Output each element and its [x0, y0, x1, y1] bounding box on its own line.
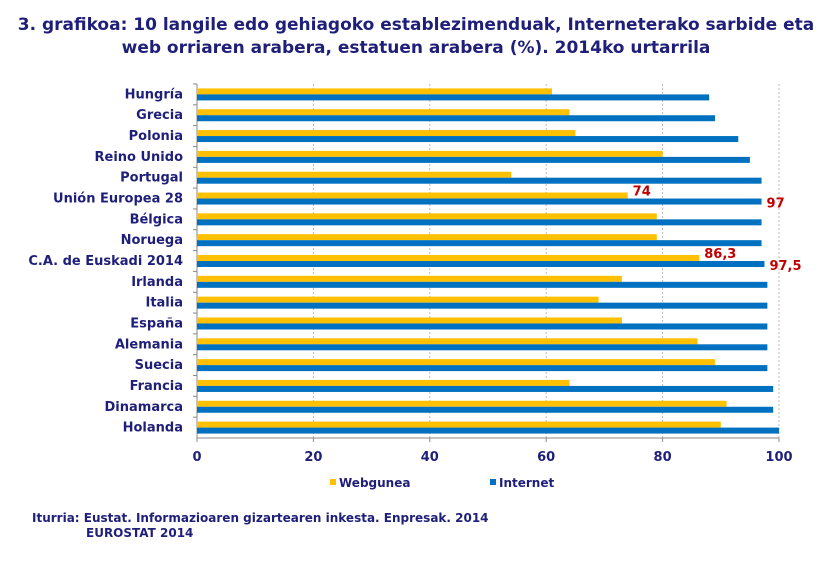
category-label: Francia — [130, 379, 183, 394]
bar-webgunea — [197, 192, 628, 199]
bar-webgunea — [197, 234, 657, 241]
bar-internet — [197, 406, 774, 413]
legend-label: Internet — [499, 476, 554, 490]
category-label: Holanda — [123, 421, 183, 436]
bar-webgunea — [197, 171, 512, 178]
bar-webgunea — [197, 88, 553, 95]
data-label: 86,3 — [704, 247, 736, 262]
bar-webgunea — [197, 255, 700, 261]
bar-internet — [197, 198, 762, 205]
legend-swatch — [490, 479, 496, 485]
bar-internet — [197, 427, 779, 434]
category-label: Dinamarca — [105, 400, 183, 415]
bar-internet — [197, 177, 762, 184]
data-label: 74 — [633, 185, 651, 200]
bar-webgunea — [197, 338, 698, 345]
category-label: Alemania — [115, 337, 183, 352]
category-label: Bélgica — [130, 212, 183, 227]
bar-internet — [197, 281, 768, 288]
x-tick-label: 20 — [304, 450, 322, 465]
bar-internet — [197, 94, 710, 101]
bar-internet — [197, 219, 762, 226]
bar-internet — [197, 240, 762, 247]
x-tick-label: 100 — [765, 450, 792, 465]
bar-internet — [197, 261, 765, 267]
bar-webgunea — [197, 296, 599, 303]
category-label: España — [130, 316, 183, 331]
x-tick-label: 0 — [192, 450, 201, 465]
category-label: Grecia — [136, 108, 183, 123]
bar-internet — [197, 156, 750, 163]
bar-webgunea — [197, 213, 657, 220]
bar-webgunea — [197, 359, 715, 366]
category-label: Italia — [145, 296, 183, 311]
category-label: Suecia — [135, 358, 183, 373]
bar-internet — [197, 344, 768, 351]
x-tick-label: 60 — [537, 450, 555, 465]
category-label: Noruega — [121, 233, 183, 248]
data-label: 97,5 — [769, 259, 801, 274]
bar-webgunea — [197, 317, 622, 324]
bar-internet — [197, 115, 715, 122]
source-line-1: Iturria: Eustat. Informazioaren gizartea… — [32, 511, 489, 525]
source-note: Iturria: Eustat. Informazioaren gizartea… — [32, 511, 489, 541]
category-label: Irlanda — [131, 275, 183, 290]
bar-internet — [197, 365, 768, 372]
x-tick-label: 80 — [654, 450, 672, 465]
chart-title: 3. grafikoa: 10 langile edo gehiagoko es… — [17, 15, 815, 58]
bar-webgunea — [197, 275, 622, 282]
data-label: 97 — [767, 197, 785, 212]
source-line-2: EUROSTAT 2014 — [86, 526, 194, 540]
legend-swatch — [330, 479, 336, 485]
category-label: Polonia — [129, 129, 183, 144]
bar-webgunea — [197, 130, 576, 137]
bar-webgunea — [197, 421, 721, 428]
legend-label: Webgunea — [339, 476, 410, 490]
category-label: Portugal — [120, 171, 183, 186]
category-label: Reino Unido — [95, 150, 184, 165]
bar-internet — [197, 323, 768, 330]
category-label: Hungría — [125, 87, 183, 102]
x-tick-label: 40 — [421, 450, 439, 465]
bar-internet — [197, 385, 774, 392]
category-label: C.A. de Euskadi 2014 — [28, 254, 183, 269]
bar-webgunea — [197, 109, 570, 116]
bar-webgunea — [197, 379, 570, 386]
bar-webgunea — [197, 150, 663, 157]
category-label: Unión Europea 28 — [53, 192, 183, 207]
bar-internet — [197, 136, 739, 143]
bar-internet — [197, 302, 768, 309]
bar-webgunea — [197, 400, 727, 407]
